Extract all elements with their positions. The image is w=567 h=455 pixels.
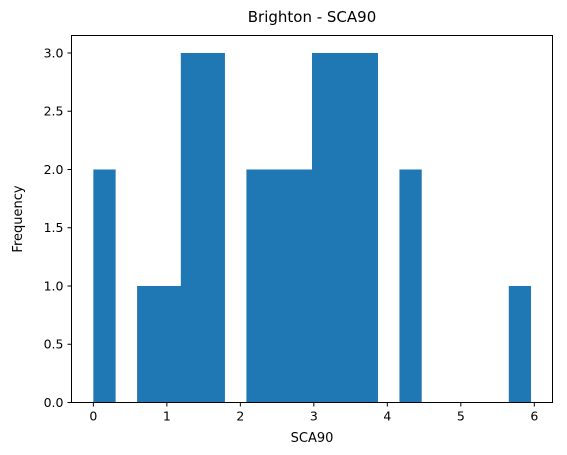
x-tick-label: 2 [236,409,244,424]
histogram-bar [158,285,182,403]
histogram-bar [312,52,335,403]
histogram-bar [508,285,532,403]
histogram-bar [93,169,116,403]
histogram-bar [268,169,291,403]
y-tick-label: 1.0 [44,278,64,293]
y-tick-label: 0.0 [44,395,64,410]
y-tick-label: 2.5 [44,104,64,119]
x-tick-label: 0 [89,409,97,424]
x-axis-ticks: 0 1 2 3 4 5 6 [89,402,538,424]
x-tick-label: 5 [457,409,465,424]
chart-title: Brighton - SCA90 [248,8,377,26]
histogram-bar [333,52,357,403]
histogram-bar [202,52,225,403]
histogram-bar [246,169,269,403]
y-axis-label: Frequency [11,185,26,252]
x-tick-label: 4 [383,409,391,424]
histogram-bar [290,169,313,403]
x-tick-label: 1 [163,409,171,424]
bars-layer [93,52,532,403]
histogram-bar [180,52,204,403]
x-tick-label: 6 [530,409,538,424]
y-tick-label: 3.0 [44,45,64,60]
histogram-bar [355,52,378,403]
x-tick-label: 3 [310,409,318,424]
plot-frame [71,35,553,403]
y-tick-label: 1.5 [44,220,64,235]
histogram-bar [137,285,160,403]
x-axis-label: SCA90 [291,431,334,446]
histogram-bar [399,169,422,403]
y-tick-label: 2.0 [44,162,64,177]
y-tick-label: 0.5 [44,337,64,352]
y-axis-ticks: 0.0 0.5 1.0 1.5 2.0 2.5 3.0 [44,45,72,410]
